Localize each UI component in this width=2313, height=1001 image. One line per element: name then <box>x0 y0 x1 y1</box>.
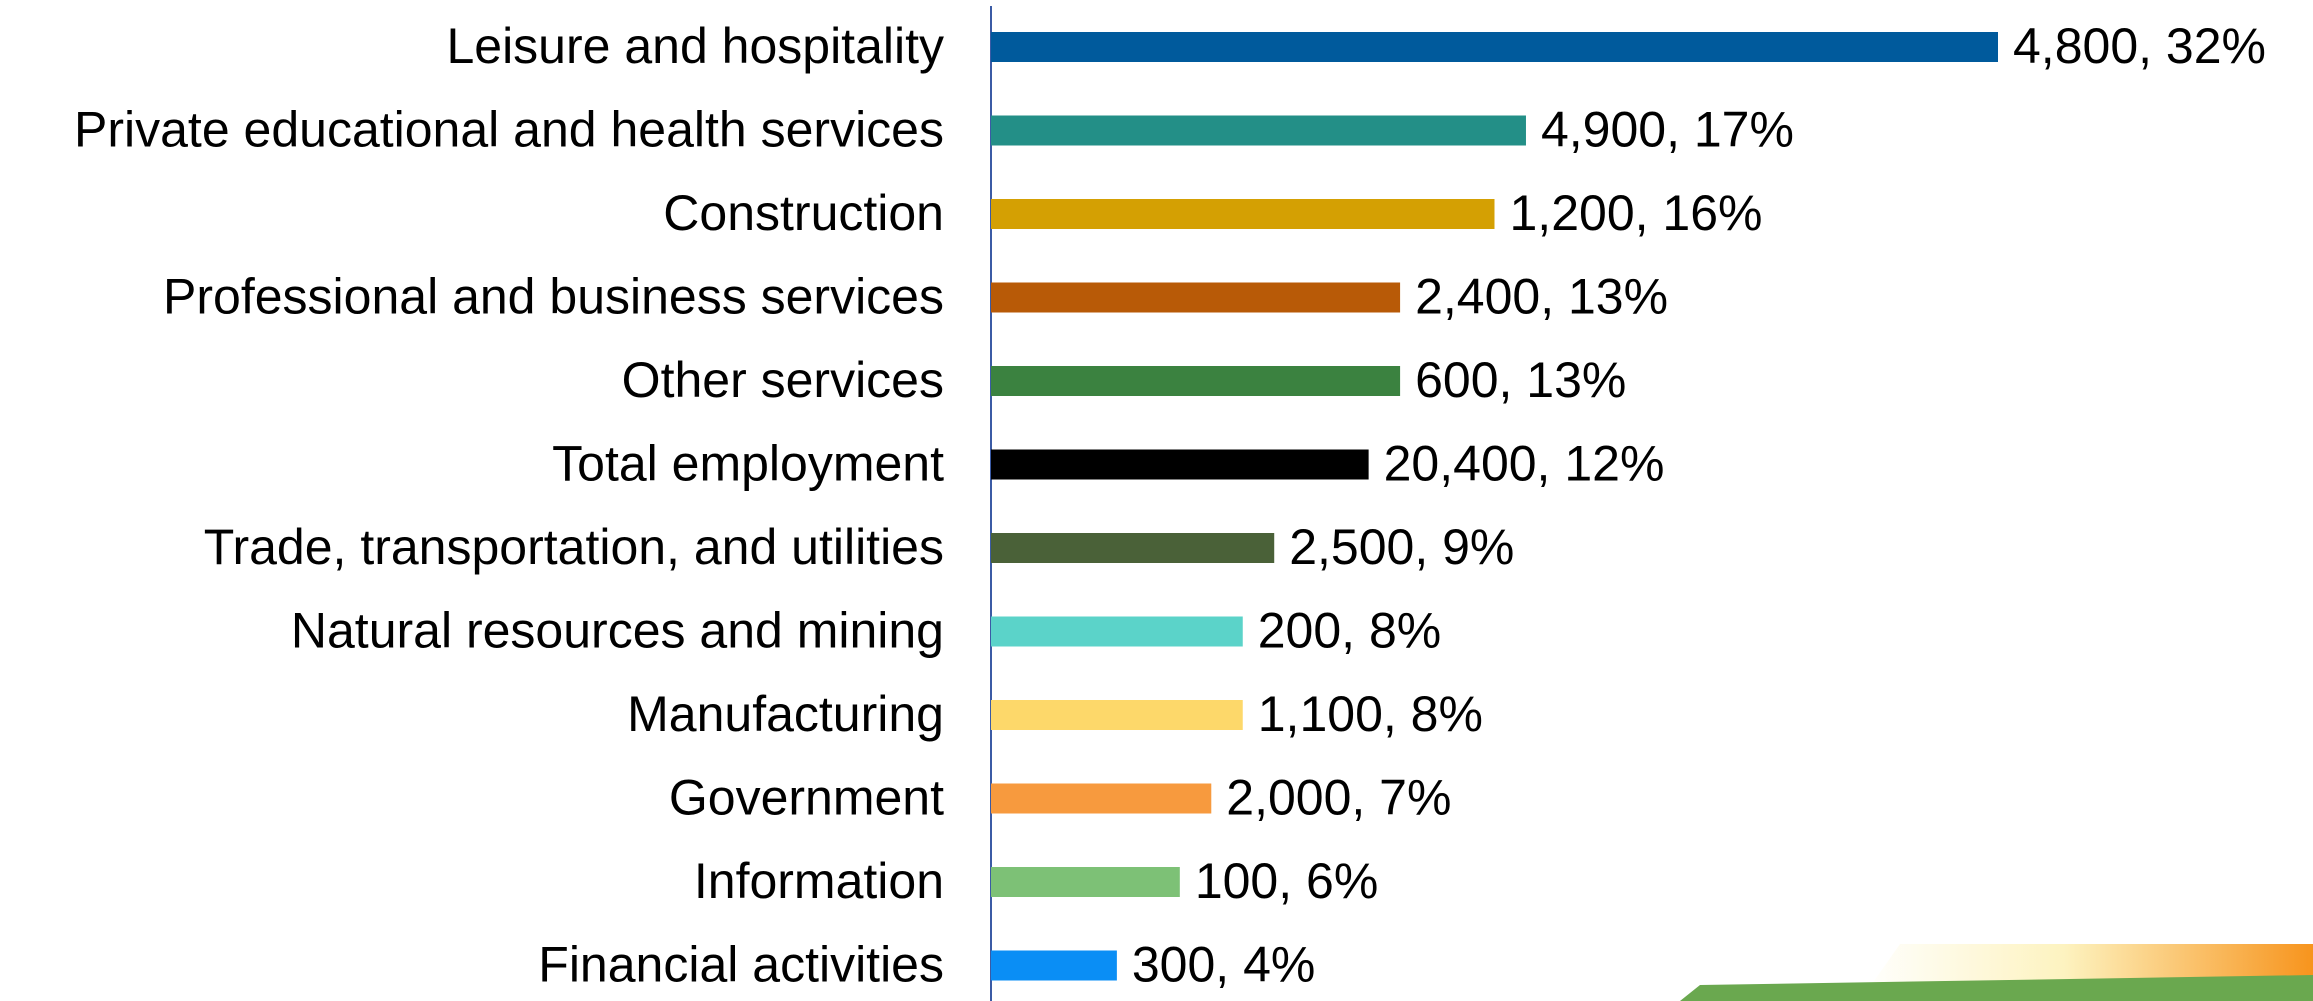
bar <box>991 616 1243 647</box>
bar <box>991 700 1243 730</box>
data-label: 20,400, 12% <box>1384 436 1665 492</box>
category-label: Information <box>694 853 944 909</box>
bar <box>991 950 1117 981</box>
category-label: Government <box>669 770 944 826</box>
category-label: Trade, transportation, and utilities <box>204 519 944 575</box>
bar <box>991 533 1275 563</box>
data-label: 200, 8% <box>1258 603 1441 659</box>
data-label: 600, 13% <box>1415 352 1626 408</box>
data-label: 2,400, 13% <box>1415 269 1668 325</box>
data-label: 4,900, 17% <box>1541 102 1794 158</box>
bar <box>991 366 1401 396</box>
category-label: Professional and business services <box>163 269 944 325</box>
category-label: Manufacturing <box>627 686 944 742</box>
bar <box>991 115 1526 146</box>
category-label: Natural resources and mining <box>291 603 944 659</box>
bar <box>991 199 1495 229</box>
data-label: 2,500, 9% <box>1289 519 1514 575</box>
decoration <box>1680 975 2313 1001</box>
data-label: 2,000, 7% <box>1226 770 1451 826</box>
data-label: 4,800, 32% <box>2013 18 2266 74</box>
category-label: Total employment <box>552 436 944 492</box>
data-label: 100, 6% <box>1195 853 1378 909</box>
bar <box>991 282 1401 313</box>
category-label: Leisure and hospitality <box>446 18 944 74</box>
category-label: Financial activities <box>538 937 944 993</box>
bar <box>991 32 1998 62</box>
data-label: 300, 4% <box>1132 937 1315 993</box>
category-label: Construction <box>663 185 944 241</box>
bar <box>991 783 1212 814</box>
data-label: 1,200, 16% <box>1510 185 1763 241</box>
data-label: 1,100, 8% <box>1258 686 1483 742</box>
bar <box>991 449 1369 480</box>
category-label: Private educational and health services <box>74 102 944 158</box>
bar <box>991 867 1180 897</box>
category-label: Other services <box>622 352 944 408</box>
